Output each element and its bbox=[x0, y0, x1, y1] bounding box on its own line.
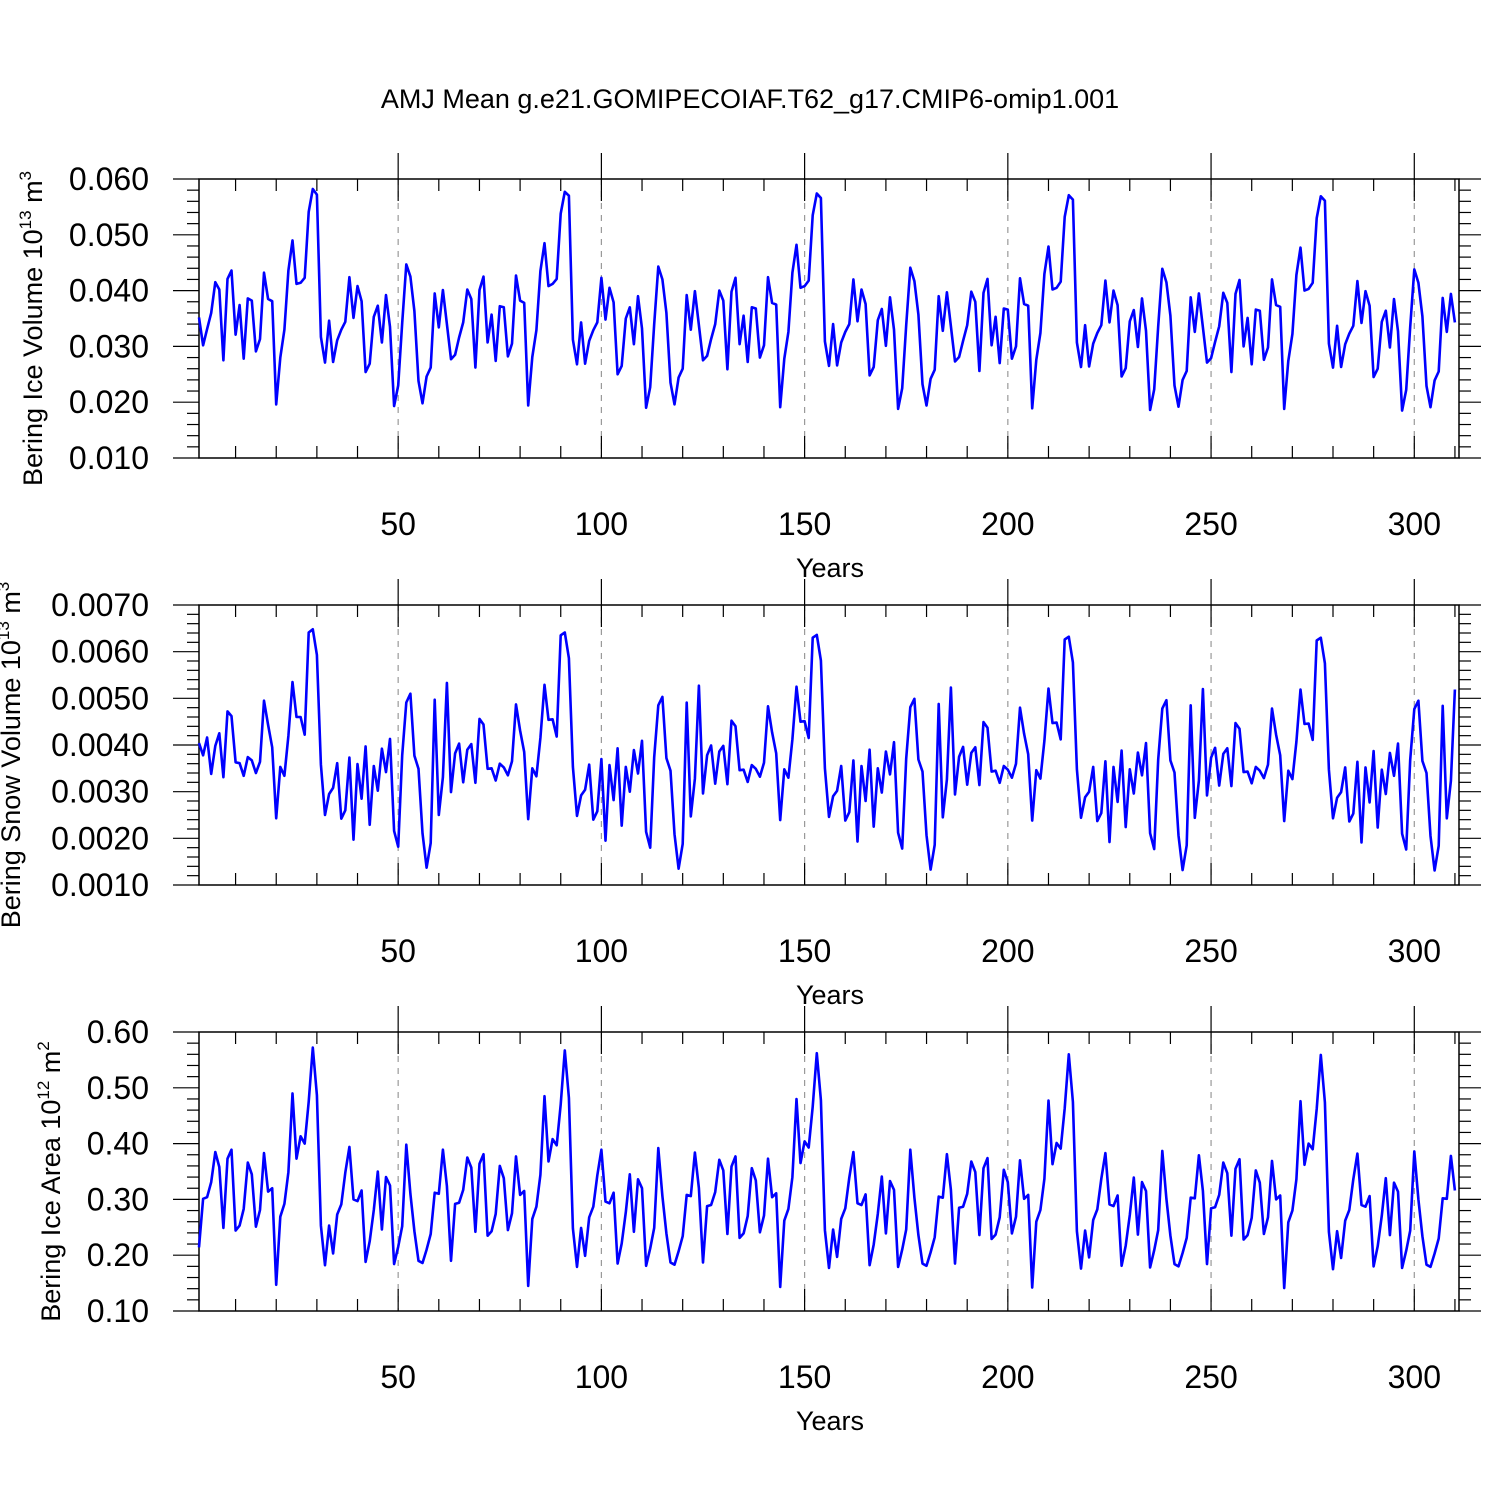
x-tick-label: 250 bbox=[1184, 1359, 1237, 1395]
y-tick-label: 0.050 bbox=[69, 217, 149, 253]
y-tick-label: 0.50 bbox=[87, 1070, 149, 1106]
x-tick-label: 150 bbox=[778, 506, 831, 542]
panel-1: 0.010 0.020 0.030 0.040 0.050 0.060 50 100 150 20… bbox=[16, 153, 1481, 583]
y-tick-label: 0.020 bbox=[69, 384, 149, 420]
panel-2: 0.0010 0.0020 0.0030 0.0040 0.0050 0.0060 0.00… bbox=[0, 579, 1481, 1010]
y-tick-label: 0.040 bbox=[69, 273, 149, 309]
y-tick-label: 0.40 bbox=[87, 1126, 149, 1162]
x-tick-label: 300 bbox=[1388, 933, 1441, 969]
series-line bbox=[197, 1046, 1457, 1290]
plot-frame bbox=[198, 1031, 1460, 1312]
y-tick-label: 0.060 bbox=[69, 161, 149, 197]
y-axis-title: Bering Ice Area 1012 m2 bbox=[34, 1041, 66, 1322]
x-tick-label: 300 bbox=[1388, 1359, 1441, 1395]
x-tick-label: 300 bbox=[1388, 506, 1441, 542]
x-tick-label: 50 bbox=[380, 506, 416, 542]
chart-title: AMJ Mean g.e21.GOMIPECOIAF.T62_g17.CMIP6… bbox=[380, 84, 1120, 114]
y-tick-label: 0.0040 bbox=[51, 727, 149, 763]
y-tick-label: 0.0010 bbox=[51, 867, 149, 903]
x-tick-label: 250 bbox=[1184, 933, 1237, 969]
y-axis-title: Bering Snow Volume 1013 m3 bbox=[0, 582, 26, 929]
y-tick-label: 0.010 bbox=[69, 440, 149, 476]
x-tick-label: 100 bbox=[575, 1359, 628, 1395]
y-tick-label: 0.30 bbox=[87, 1181, 149, 1217]
x-tick-label: 150 bbox=[778, 1359, 831, 1395]
x-tick-label: 50 bbox=[380, 1359, 416, 1395]
y-tick-label: 0.0020 bbox=[51, 820, 149, 856]
y-tick-label: 0.10 bbox=[87, 1293, 149, 1329]
series-line bbox=[197, 187, 1457, 412]
x-axis-title: Years bbox=[796, 980, 864, 1010]
x-tick-label: 100 bbox=[575, 933, 628, 969]
x-tick-label: 200 bbox=[981, 506, 1034, 542]
y-axis-title: Bering Ice Volume 1013 m3 bbox=[16, 171, 48, 486]
y-tick-label: 0.0070 bbox=[51, 587, 149, 623]
x-axis-title: Years bbox=[796, 1406, 864, 1436]
panel-3: 0.10 0.20 0.30 0.40 0.50 0.60 50 100 150 200 250 30… bbox=[34, 1006, 1481, 1436]
x-tick-label: 200 bbox=[981, 1359, 1034, 1395]
y-tick-label: 0.030 bbox=[69, 328, 149, 364]
y-tick-label: 0.0050 bbox=[51, 680, 149, 716]
x-tick-label: 200 bbox=[981, 933, 1034, 969]
x-tick-label: 50 bbox=[380, 933, 416, 969]
x-tick-label: 250 bbox=[1184, 506, 1237, 542]
series-line bbox=[197, 627, 1457, 872]
y-tick-label: 0.60 bbox=[87, 1014, 149, 1050]
x-axis-title: Years bbox=[796, 553, 864, 583]
x-tick-label: 100 bbox=[575, 506, 628, 542]
y-tick-label: 0.0030 bbox=[51, 774, 149, 810]
y-tick-label: 0.0060 bbox=[51, 634, 149, 670]
y-tick-label: 0.20 bbox=[87, 1237, 149, 1273]
x-tick-label: 150 bbox=[778, 933, 831, 969]
